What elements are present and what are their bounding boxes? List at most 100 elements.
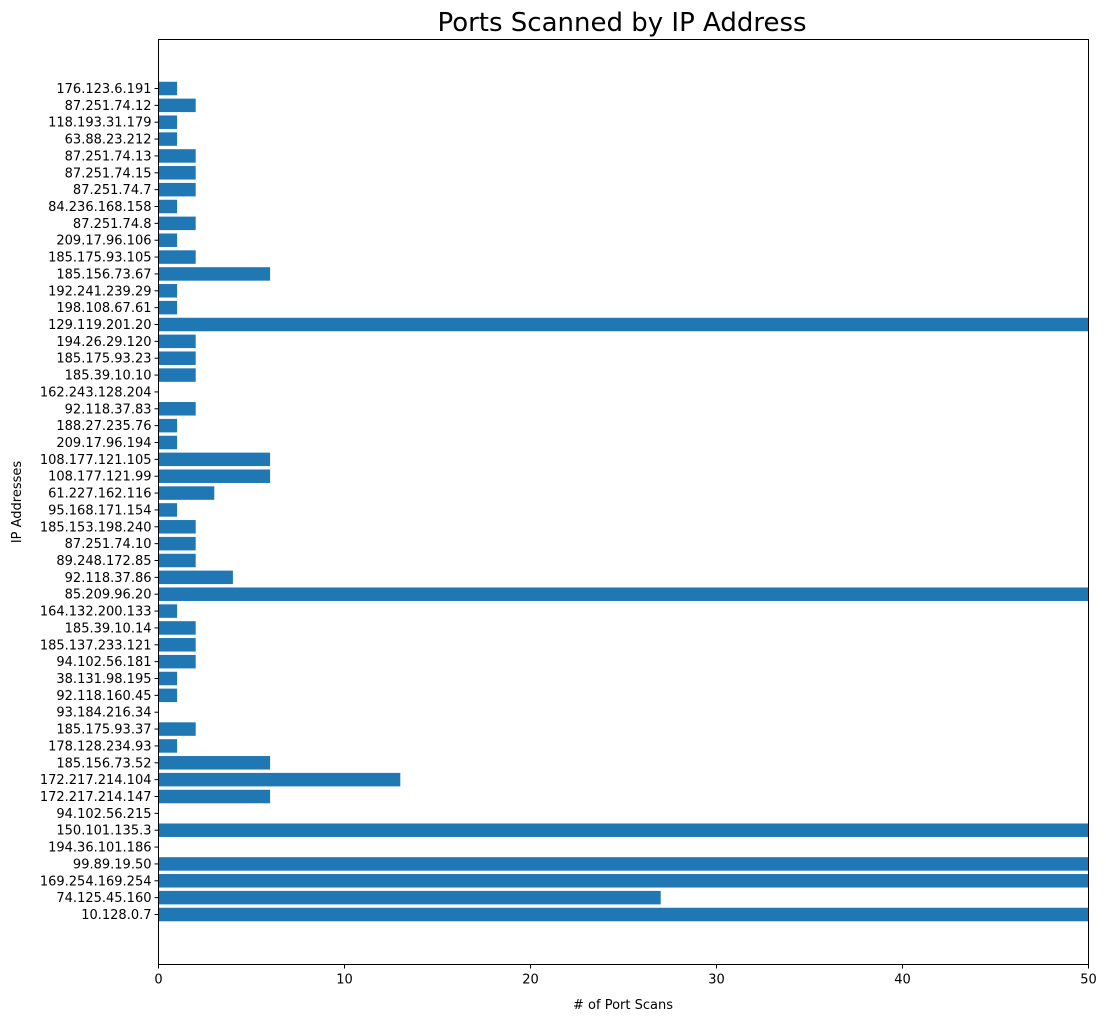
y-tick-label: 185.153.198.240 <box>40 520 152 535</box>
bar-87.251.74.10 <box>158 536 196 551</box>
x-ticks-group: 0 10 20 30 40 50 <box>154 964 1097 988</box>
bar-185.156.73.52 <box>158 756 271 770</box>
y-tick-label: 194.26.29.120 <box>56 335 151 350</box>
bar-150.101.135.3 <box>158 823 1089 837</box>
y-tick-label: 89.248.172.85 <box>56 554 151 569</box>
bar-10.128.0.7 <box>158 907 1089 922</box>
bar-185.175.93.37 <box>158 722 196 736</box>
y-tick-label: 185.175.93.23 <box>56 352 151 367</box>
y-tick-label: 94.102.56.215 <box>56 807 151 822</box>
bar-99.89.19.50 <box>158 857 1089 871</box>
bar-185.39.10.10 <box>158 368 196 382</box>
x-tick-label: 20 <box>522 973 539 988</box>
bar-185.175.93.23 <box>158 351 196 365</box>
bar-129.119.201.20 <box>158 317 1089 332</box>
y-tick-label: 87.251.74.13 <box>65 149 152 164</box>
y-tick-label: 164.132.200.133 <box>40 605 152 620</box>
y-tick-label: 87.251.74.7 <box>73 183 152 198</box>
x-tick-label: 40 <box>894 973 911 988</box>
y-tick-label: 84.236.168.158 <box>48 200 151 215</box>
bar-209.17.96.106 <box>158 233 178 247</box>
y-tick-label: 74.125.45.160 <box>56 891 151 906</box>
bar-87.251.74.13 <box>158 149 196 163</box>
bars-group <box>158 81 1089 922</box>
bar-74.125.45.160 <box>158 890 661 905</box>
y-tick-label: 92.118.160.45 <box>56 689 151 704</box>
bar-94.102.56.181 <box>158 654 196 669</box>
bar-87.251.74.12 <box>158 98 196 113</box>
y-tick-label: 185.156.73.67 <box>56 267 151 282</box>
y-tick-label: 188.27.235.76 <box>56 419 151 434</box>
y-tick-label: 185.175.93.37 <box>56 723 151 738</box>
y-tick-label: 87.251.74.15 <box>65 166 152 181</box>
y-tick-label: 87.251.74.12 <box>65 99 152 114</box>
bar-92.118.37.83 <box>158 402 196 416</box>
y-tick-label: 185.137.233.121 <box>40 638 152 653</box>
y-tick-label: 99.89.19.50 <box>73 857 152 872</box>
y-tick-label: 185.156.73.52 <box>56 756 151 771</box>
y-tick-label: 61.227.162.116 <box>48 487 151 502</box>
y-tick-label: 108.177.121.105 <box>40 453 152 468</box>
bar-209.17.96.194 <box>158 435 178 450</box>
y-tick-label: 92.118.37.83 <box>65 402 152 417</box>
bar-87.251.74.8 <box>158 216 196 231</box>
bar-185.153.198.240 <box>158 520 196 534</box>
bar-85.209.96.20 <box>158 587 1089 601</box>
bar-84.236.168.158 <box>158 199 178 214</box>
bar-108.177.121.99 <box>158 469 271 483</box>
bar-185.175.93.105 <box>158 250 196 264</box>
y-axis-label: IP Addresses <box>10 461 25 544</box>
bar-95.168.171.154 <box>158 503 178 517</box>
y-tick-label: 209.17.96.194 <box>56 436 151 451</box>
y-tick-label: 87.251.74.10 <box>65 537 152 552</box>
y-tick-label: 108.177.121.99 <box>48 470 151 485</box>
y-tick-label: 118.193.31.179 <box>48 116 151 131</box>
y-tick-label: 10.128.0.7 <box>81 908 151 923</box>
y-tick-label: 178.128.234.93 <box>48 739 151 754</box>
y-tick-label: 185.175.93.105 <box>48 251 151 266</box>
y-tick-label: 150.101.135.3 <box>56 824 151 839</box>
y-tick-label: 185.39.10.10 <box>65 369 152 384</box>
bar-172.217.214.104 <box>158 772 401 787</box>
y-tick-label: 85.209.96.20 <box>65 588 152 603</box>
y-tick-label: 87.251.74.8 <box>73 217 152 232</box>
y-tick-label: 162.243.128.204 <box>40 385 152 400</box>
y-tick-label: 198.108.67.61 <box>56 301 151 316</box>
y-tick-label: 209.17.96.106 <box>56 234 151 249</box>
bar-178.128.234.93 <box>158 739 178 753</box>
bar-87.251.74.7 <box>158 182 196 197</box>
bar-185.156.73.67 <box>158 267 271 281</box>
y-tick-label: 129.119.201.20 <box>48 318 151 333</box>
bar-172.217.214.147 <box>158 789 271 804</box>
bar-92.118.160.45 <box>158 688 178 703</box>
y-tick-label: 194.36.101.186 <box>48 841 151 856</box>
bar-169.254.169.254 <box>158 874 1089 888</box>
bar-61.227.162.116 <box>158 486 215 500</box>
bar-89.248.172.85 <box>158 553 196 568</box>
x-tick-label: 0 <box>154 973 162 988</box>
bar-87.251.74.15 <box>158 166 196 180</box>
y-tick-label: 92.118.37.86 <box>65 571 152 586</box>
y-ticks-group: 10.128.0.7 74.125.45.160 169.254.169.254 99… <box>40 82 159 923</box>
y-tick-label: 169.254.169.254 <box>40 874 152 889</box>
bar-192.241.239.29 <box>158 284 178 298</box>
bar-92.118.37.86 <box>158 570 233 585</box>
plot-frame <box>158 39 1089 965</box>
bar-118.193.31.179 <box>158 115 178 129</box>
y-tick-label: 95.168.171.154 <box>48 503 151 518</box>
bar-38.131.98.195 <box>158 671 178 686</box>
y-tick-label: 172.217.214.104 <box>40 773 152 788</box>
y-tick-label: 176.123.6.191 <box>56 82 151 97</box>
x-tick-label: 10 <box>336 973 353 988</box>
bar-164.132.200.133 <box>158 604 178 618</box>
y-tick-label: 192.241.239.29 <box>48 284 151 299</box>
y-tick-label: 94.102.56.181 <box>56 655 151 670</box>
bar-198.108.67.61 <box>158 300 178 315</box>
chart-title: Ports Scanned by IP Address <box>437 8 806 38</box>
y-tick-label: 172.217.214.147 <box>40 790 152 805</box>
y-tick-label: 185.39.10.14 <box>65 621 152 636</box>
bar-194.26.29.120 <box>158 334 196 349</box>
x-axis-label: # of Port Scans <box>573 998 673 1013</box>
x-tick-label: 30 <box>708 973 725 988</box>
